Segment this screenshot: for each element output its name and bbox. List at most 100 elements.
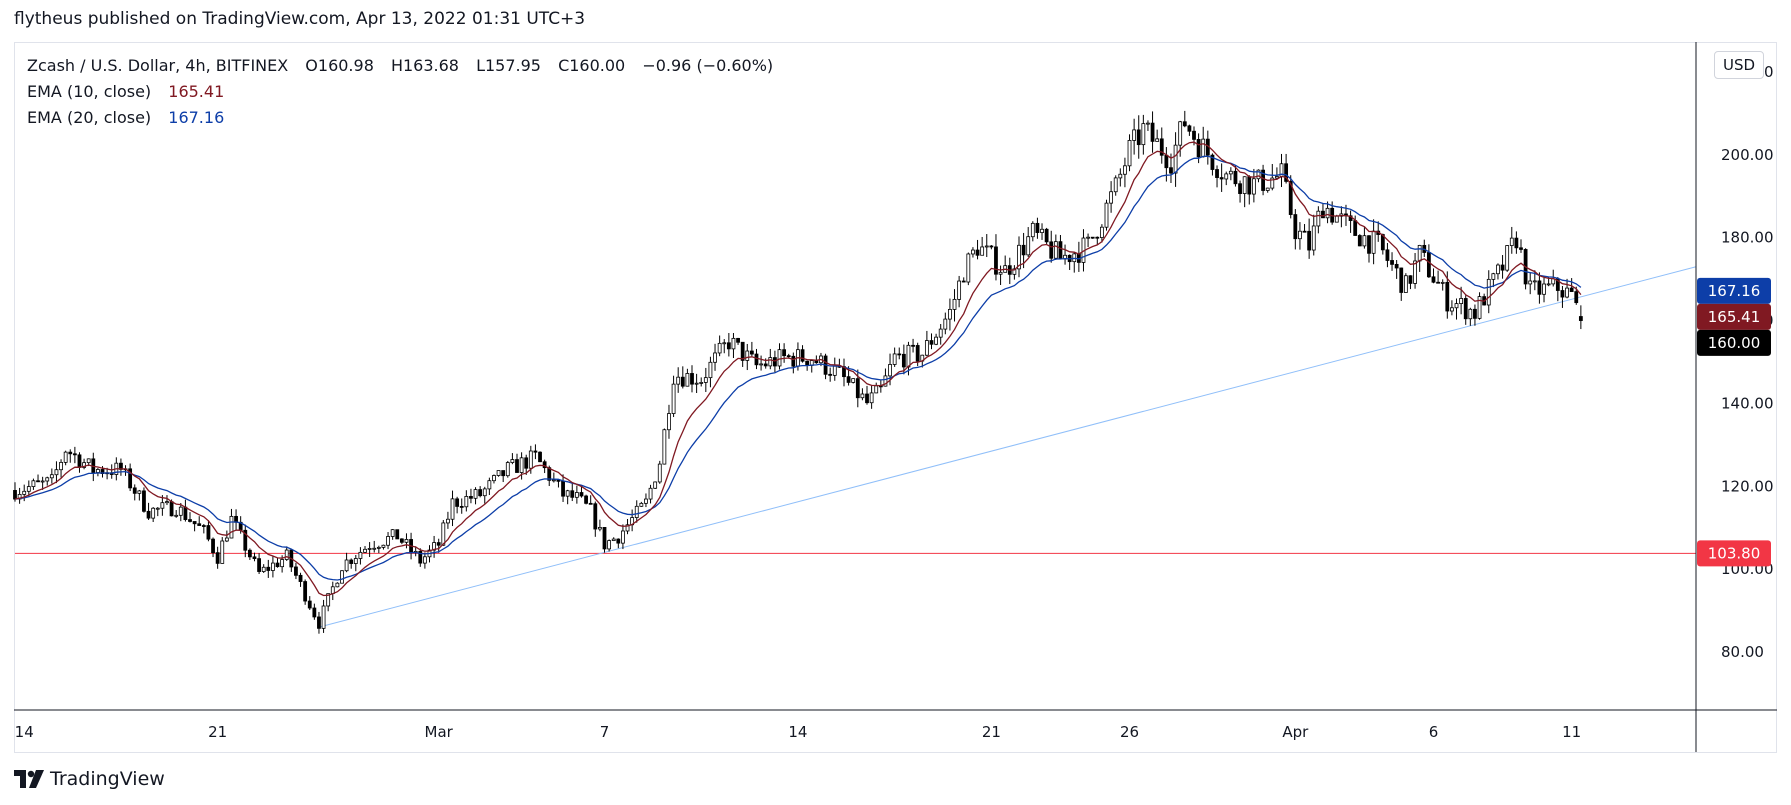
- candle: [703, 367, 708, 392]
- candle: [809, 359, 814, 373]
- candle-body: [943, 318, 948, 330]
- candle-body: [1403, 275, 1408, 293]
- candle-body: [1017, 244, 1021, 270]
- candle-body: [874, 385, 879, 394]
- candle: [142, 487, 146, 513]
- candle: [561, 474, 565, 502]
- candle-body: [1321, 210, 1325, 219]
- candle-body: [1284, 163, 1289, 182]
- candle: [1528, 272, 1533, 295]
- candle: [1261, 164, 1265, 196]
- candle-body: [1215, 169, 1219, 178]
- candle: [59, 459, 63, 478]
- candle: [1302, 224, 1307, 233]
- candle: [298, 572, 303, 587]
- tradingview-logo[interactable]: TradingView: [14, 766, 165, 792]
- candle-body: [731, 337, 736, 350]
- candle: [1242, 176, 1247, 208]
- candle: [1514, 231, 1519, 254]
- candle-body: [1325, 207, 1330, 219]
- candle-body: [1436, 281, 1440, 284]
- close-value: 160.00: [569, 56, 626, 75]
- candle: [367, 542, 372, 558]
- candle: [865, 385, 869, 405]
- candle: [832, 357, 837, 381]
- candle: [234, 509, 238, 531]
- candle: [644, 493, 648, 508]
- candle: [1357, 234, 1362, 247]
- candle-body: [1532, 280, 1537, 283]
- candle-body: [1431, 276, 1436, 283]
- candle: [1473, 304, 1477, 326]
- candle: [215, 546, 220, 569]
- candle-body: [1293, 214, 1298, 240]
- candle-body: [736, 337, 740, 343]
- candle: [395, 529, 400, 540]
- candle: [1123, 157, 1127, 188]
- candle-body: [1459, 298, 1464, 304]
- candle: [1136, 115, 1141, 159]
- legend-ema10-row[interactable]: EMA (10, close) 165.41: [27, 79, 773, 105]
- candle-body: [464, 496, 469, 508]
- candle: [777, 343, 782, 370]
- candle: [340, 570, 344, 584]
- candle-body: [1127, 140, 1132, 167]
- ema10-value: 165.41: [168, 82, 225, 101]
- candle: [137, 489, 142, 501]
- candle: [26, 480, 31, 497]
- ema10-line: [14, 141, 1582, 597]
- candle-body: [1090, 236, 1095, 239]
- candle-body: [399, 538, 404, 543]
- candle: [492, 474, 496, 484]
- candle-body: [372, 547, 377, 550]
- candle-body: [1426, 252, 1431, 278]
- x-tick-label: 11: [1562, 723, 1581, 741]
- candle: [874, 382, 879, 394]
- symbol-name[interactable]: Zcash / U.S. Dollar, 4h, BITFINEX: [27, 56, 289, 75]
- ema10-price-tag: 165.41: [1697, 303, 1771, 330]
- candle: [1118, 168, 1123, 187]
- candle: [422, 552, 427, 569]
- candle-body: [1537, 280, 1542, 295]
- currency-button[interactable]: USD: [1714, 51, 1764, 79]
- candle-body: [1192, 130, 1196, 140]
- candle-body: [1565, 287, 1569, 298]
- candle-body: [1367, 235, 1371, 254]
- candle-body: [1514, 237, 1519, 249]
- candle-body: [321, 605, 326, 629]
- candle: [533, 444, 538, 460]
- x-tick-label: 26: [1120, 723, 1139, 741]
- candle-body: [386, 536, 390, 546]
- candle: [1275, 167, 1279, 180]
- candle-body: [1256, 169, 1261, 180]
- candle-body: [1528, 280, 1533, 285]
- candle: [1436, 270, 1440, 284]
- candle-body: [294, 566, 298, 576]
- candle: [72, 446, 77, 464]
- candle-body: [782, 349, 787, 357]
- candle: [1127, 134, 1132, 172]
- candle-body: [1159, 138, 1164, 156]
- candle-body: [892, 353, 897, 365]
- candle: [680, 366, 685, 389]
- publish-header: flytheus published on TradingView.com, A…: [14, 9, 586, 29]
- candle: [694, 373, 699, 394]
- candle-body: [441, 522, 446, 546]
- candle-body: [855, 378, 860, 399]
- candle-body: [1099, 226, 1104, 238]
- candle: [878, 380, 883, 393]
- candle-body: [561, 480, 565, 497]
- candle-body: [243, 529, 248, 551]
- candle: [1228, 167, 1233, 181]
- candle-body: [690, 373, 694, 385]
- candle-body: [1275, 176, 1279, 179]
- candle: [446, 511, 450, 529]
- trendline: [318, 266, 1697, 628]
- candle-body: [215, 552, 220, 564]
- candle-body: [1155, 138, 1160, 142]
- candle: [929, 333, 934, 350]
- candle: [690, 365, 694, 393]
- candle: [713, 343, 717, 371]
- legend-ema20-row[interactable]: EMA (20, close) 167.16: [27, 105, 773, 131]
- candle: [1408, 275, 1413, 290]
